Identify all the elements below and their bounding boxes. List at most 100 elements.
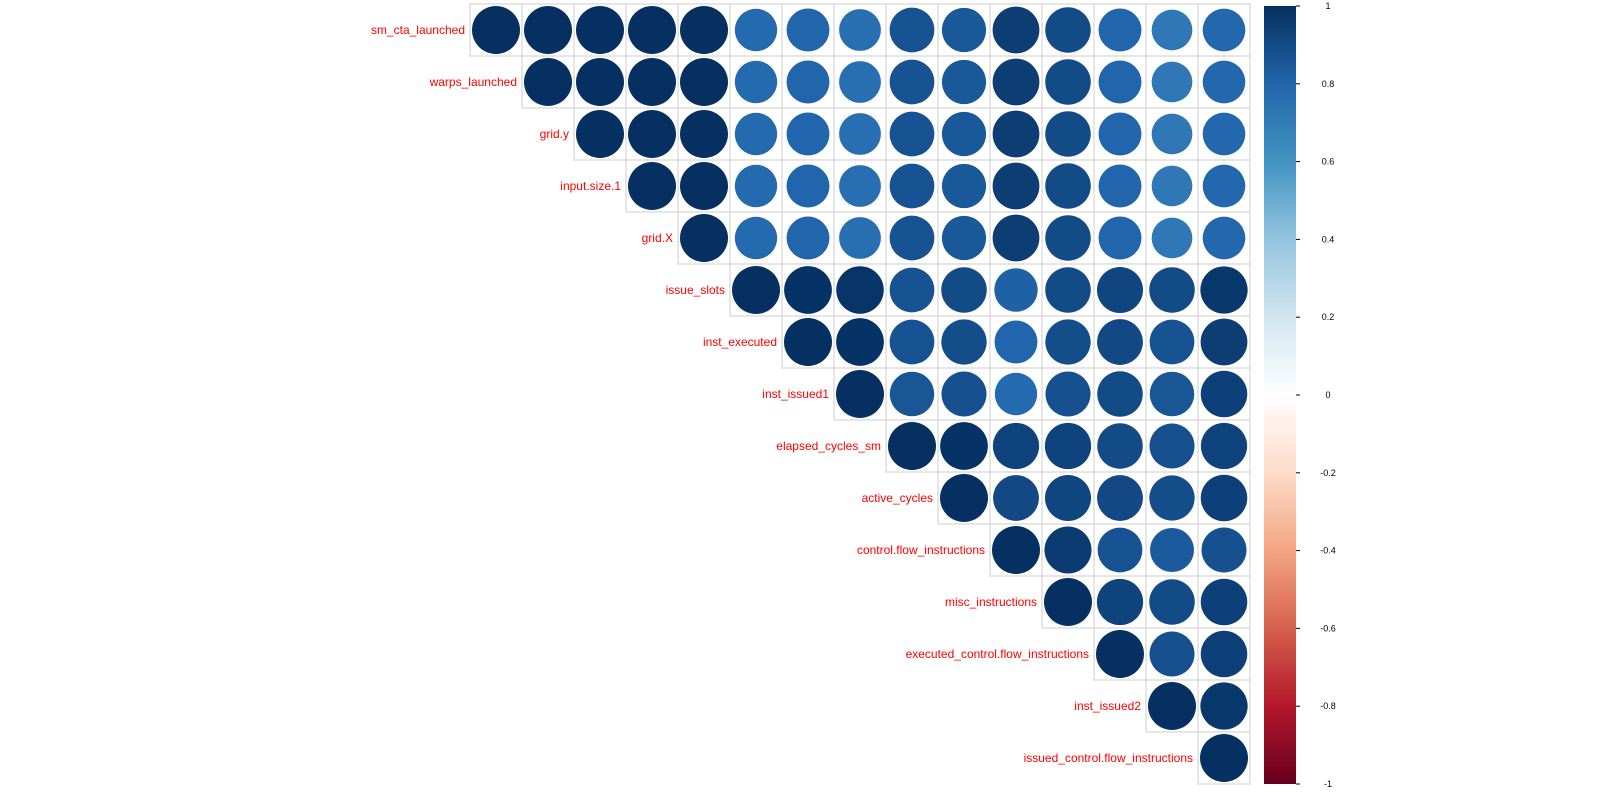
correlation-circle xyxy=(1149,579,1195,625)
correlation-circle xyxy=(628,162,676,210)
row-label: misc_instructions xyxy=(945,595,1037,609)
correlation-circle xyxy=(680,110,728,158)
correlation-circle xyxy=(1200,370,1248,418)
correlation-circle xyxy=(1151,113,1193,155)
correlation-circle xyxy=(1202,216,1246,260)
correlation-circle xyxy=(1097,475,1143,521)
correlation-circle xyxy=(889,111,935,157)
correlation-circle xyxy=(941,371,987,417)
correlation-circle xyxy=(1098,8,1142,52)
correlation-circle xyxy=(1200,630,1248,678)
correlation-circle xyxy=(889,215,935,261)
correlation-circle xyxy=(732,266,780,314)
correlation-circle xyxy=(1149,267,1195,313)
correlation-circle xyxy=(889,163,935,209)
colorbar-tick-label: 1 xyxy=(1325,1,1330,11)
correlation-circle xyxy=(941,163,987,209)
correlation-circle xyxy=(786,112,830,156)
row-label: grid.X xyxy=(642,231,673,245)
correlation-circle xyxy=(1098,60,1142,104)
correlation-circle xyxy=(576,58,624,106)
correlation-circle xyxy=(941,319,987,365)
row-label: executed_control.flow_instructions xyxy=(906,647,1089,661)
correlation-circle xyxy=(1149,371,1195,417)
correlation-circle xyxy=(992,422,1040,470)
correlation-circle xyxy=(628,110,676,158)
correlation-circle xyxy=(1045,163,1091,209)
correlation-circle xyxy=(1045,111,1091,157)
correlation-circle xyxy=(1044,422,1092,470)
correlation-circle xyxy=(1096,578,1144,626)
correlation-circle xyxy=(839,165,881,207)
correlation-circle xyxy=(680,162,728,210)
correlation-circle xyxy=(941,111,987,157)
correlation-circle xyxy=(1045,371,1091,417)
correlation-circle xyxy=(1097,319,1143,365)
correlation-circle xyxy=(1200,682,1248,730)
colorbar-gradient xyxy=(1264,6,1296,784)
row-label: sm_cta_launched xyxy=(371,23,465,37)
correlation-circle xyxy=(1098,112,1142,156)
row-label: inst_issued2 xyxy=(1074,699,1141,713)
correlation-circle xyxy=(1202,112,1246,156)
correlation-circle xyxy=(784,266,832,314)
colorbar: 1 0.8 0.6 0.4 0.2 0 -0.2 -0.4 -0.6 -0.8 -1 xyxy=(1264,1,1336,789)
colorbar-tick-label: -0.2 xyxy=(1320,468,1336,478)
correlation-circle xyxy=(1150,528,1194,572)
correlation-circle xyxy=(889,7,935,53)
correlation-circle xyxy=(1200,734,1248,782)
correlation-circle xyxy=(1151,61,1193,103)
correlation-circle xyxy=(1097,423,1143,469)
correlation-circle xyxy=(1202,164,1246,208)
correlation-circle xyxy=(941,215,987,261)
row-label: grid.y xyxy=(540,127,569,141)
correlation-circle xyxy=(1149,631,1195,677)
row-label: warps_launched xyxy=(429,75,517,89)
correlation-circle xyxy=(839,61,881,103)
correlation-circle xyxy=(524,58,572,106)
colorbar-tick-label: -0.4 xyxy=(1320,546,1336,556)
correlation-circle xyxy=(836,318,884,366)
correlation-circle xyxy=(1096,630,1144,678)
row-labels: sm_cta_launched warps_launched grid.y input… xyxy=(371,23,1193,765)
correlation-circle xyxy=(1044,474,1092,522)
correlation-circle xyxy=(1151,165,1193,207)
correlation-circle xyxy=(1202,60,1246,104)
correlation-circle xyxy=(1045,267,1091,313)
correlation-circle xyxy=(680,214,728,262)
correlation-circle xyxy=(576,6,624,54)
correlation-circle xyxy=(1149,475,1195,521)
correlation-circle xyxy=(994,320,1038,364)
correlation-circle xyxy=(1149,423,1195,469)
correlation-circle xyxy=(836,266,884,314)
correlation-circle xyxy=(1200,578,1248,626)
row-label: issued_control.flow_instructions xyxy=(1024,751,1193,765)
correlation-circle xyxy=(994,372,1038,416)
correlation-circle xyxy=(628,58,676,106)
correlation-circle xyxy=(992,214,1040,262)
correlation-circle xyxy=(786,60,830,104)
correlation-circle xyxy=(734,8,778,52)
correlation-circle xyxy=(1097,371,1143,417)
row-label: inst_executed xyxy=(703,335,777,349)
correlation-circle xyxy=(992,6,1040,54)
row-label: input.size.1 xyxy=(560,179,621,193)
row-label: control.flow_instructions xyxy=(857,543,985,557)
correlation-circle xyxy=(680,58,728,106)
correlation-circle xyxy=(1045,59,1091,105)
correlation-circle xyxy=(836,370,884,418)
correlation-circle xyxy=(734,164,778,208)
correlation-circle xyxy=(734,216,778,260)
colorbar-tick-label: 0 xyxy=(1325,390,1330,400)
correlation-circle xyxy=(992,110,1040,158)
correlation-circle xyxy=(786,164,830,208)
correlation-circle xyxy=(786,216,830,260)
correlation-circle xyxy=(941,267,987,313)
correlation-circle xyxy=(680,6,728,54)
correlation-circle xyxy=(1200,474,1248,522)
correlation-circle xyxy=(1045,7,1091,53)
correlation-circle xyxy=(1151,217,1193,259)
correlation-circle xyxy=(1096,266,1144,314)
colorbar-tick-label: 0.2 xyxy=(1322,312,1335,322)
